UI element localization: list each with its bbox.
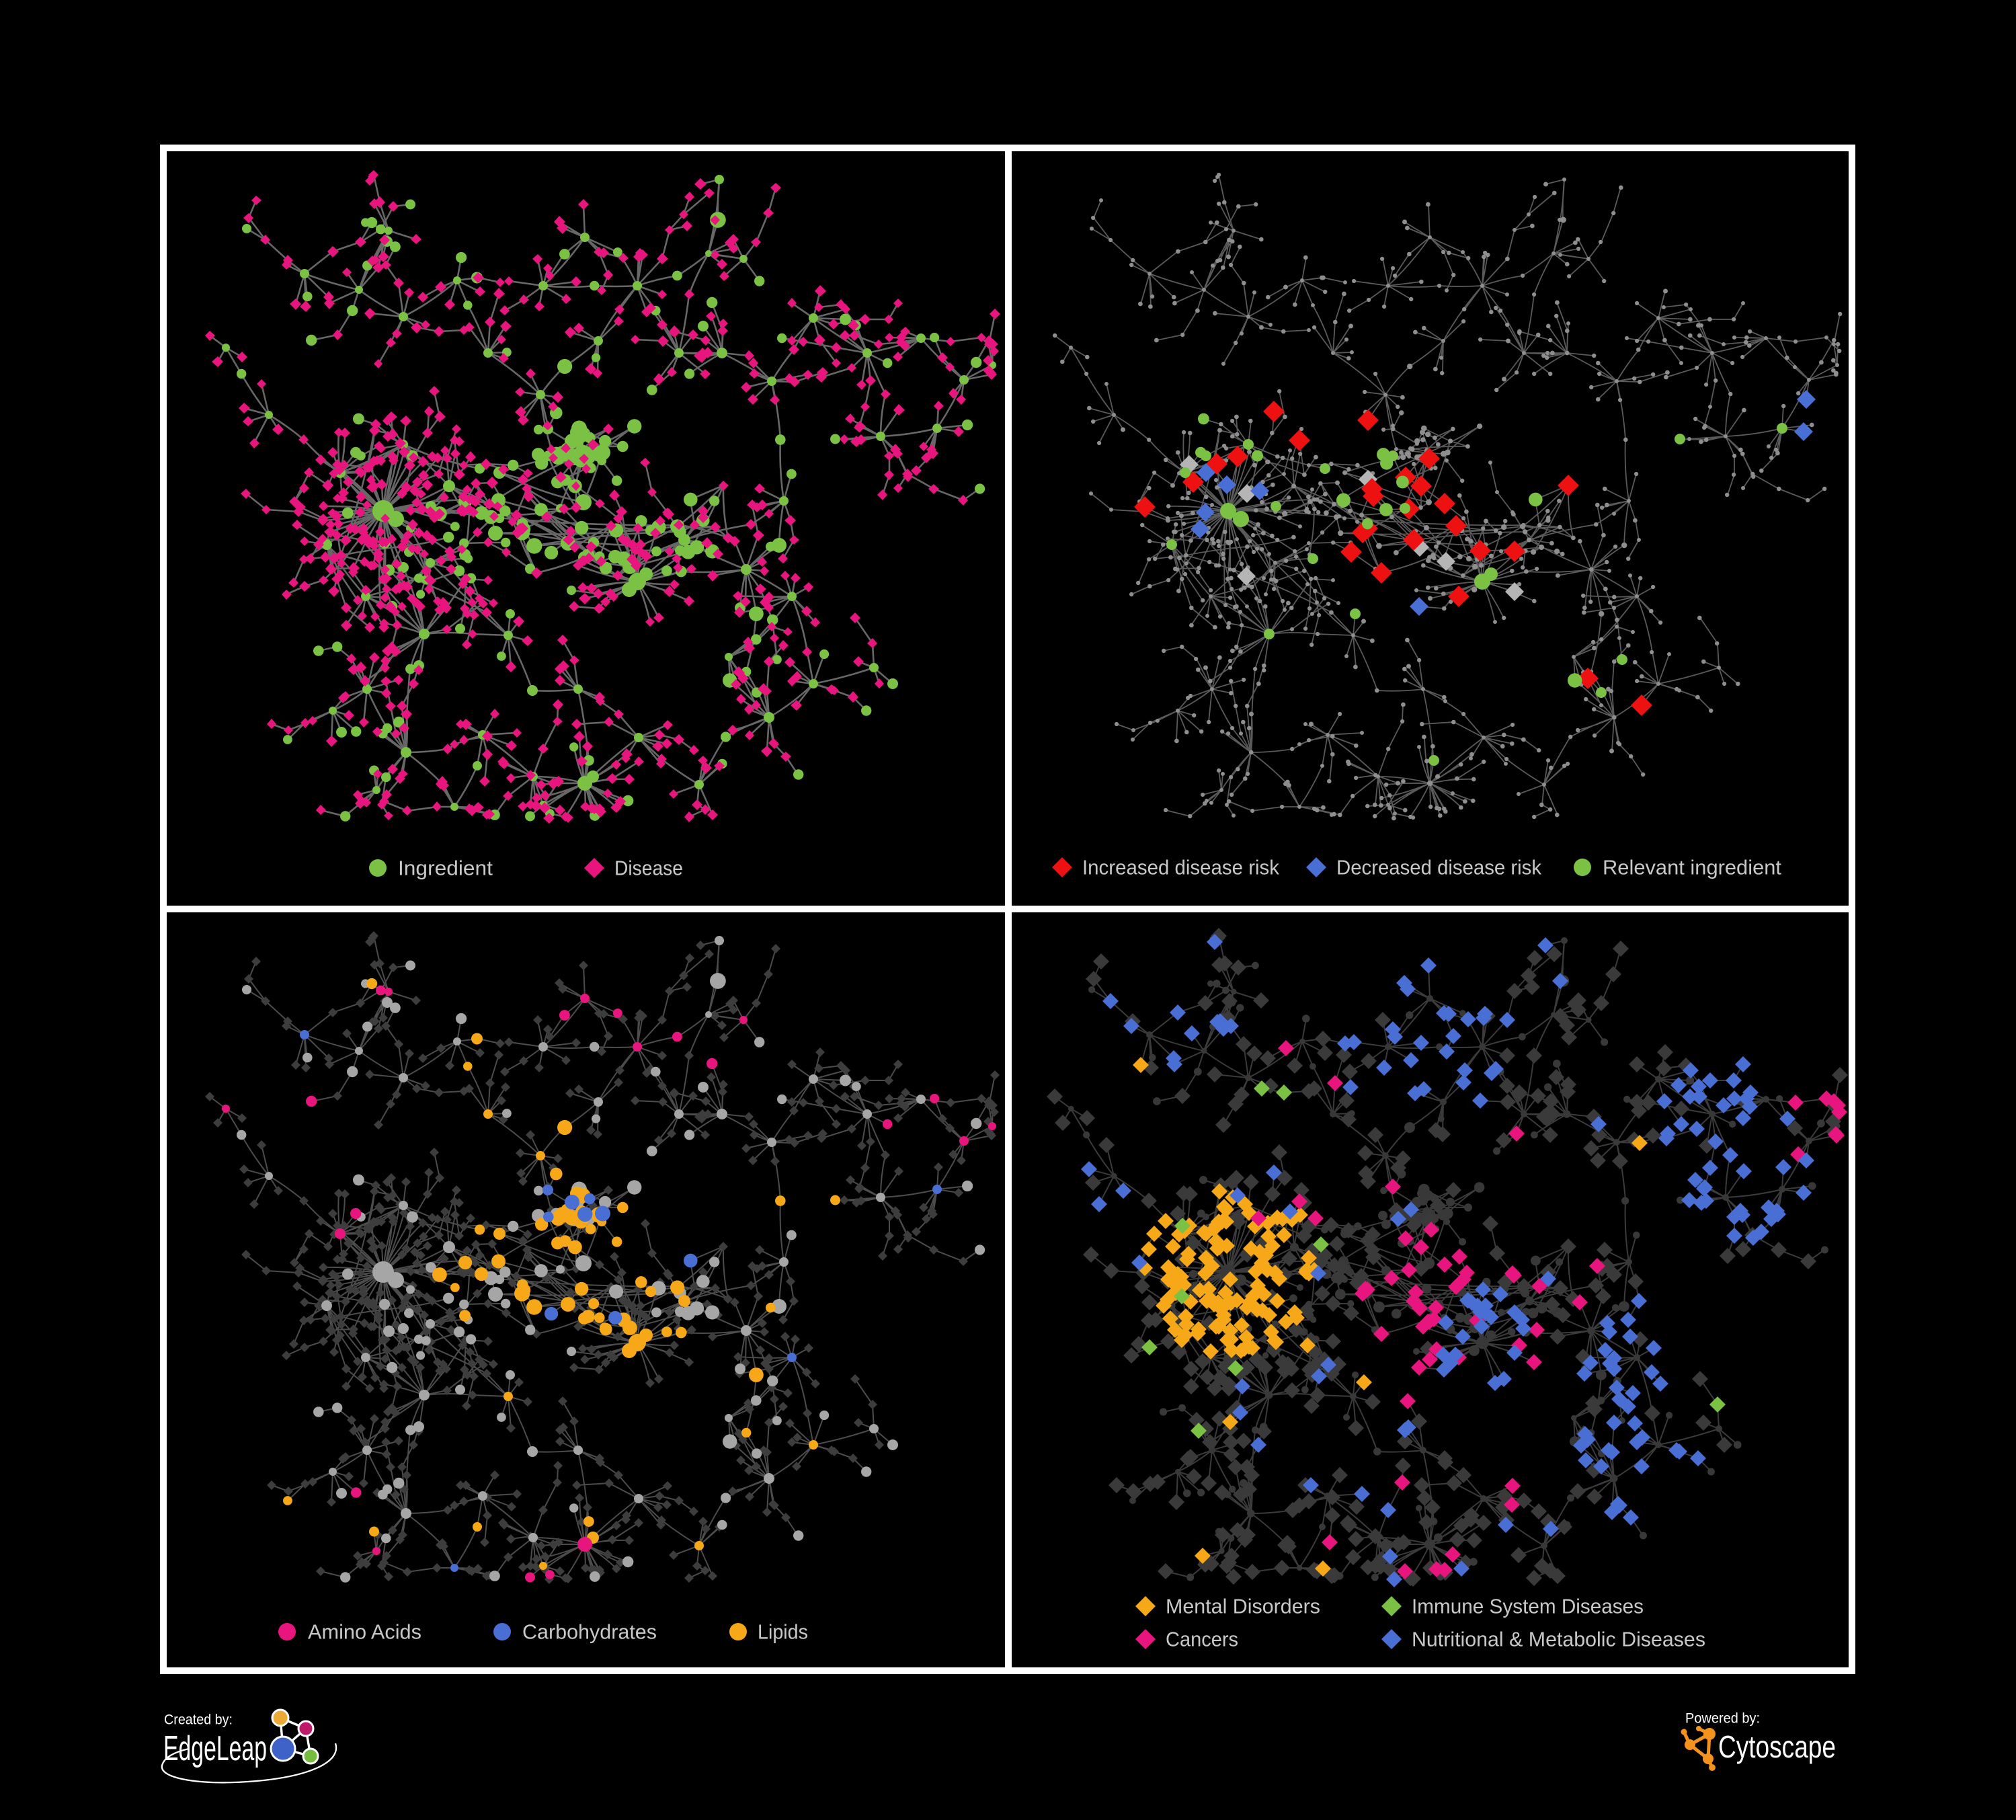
svg-text:Mental Disorders: Mental Disorders	[1166, 1595, 1320, 1618]
svg-text:Ingredient: Ingredient	[398, 857, 493, 880]
svg-text:Increased disease risk: Increased disease risk	[1082, 856, 1279, 879]
svg-text:Cytoscape: Cytoscape	[1718, 1729, 1836, 1764]
svg-text:Disease: Disease	[614, 857, 683, 880]
svg-text:Lipids: Lipids	[758, 1620, 808, 1644]
svg-text:Nutritional & Metabolic Diseas: Nutritional & Metabolic Diseases	[1412, 1628, 1705, 1651]
svg-text:Cancers: Cancers	[1166, 1628, 1238, 1651]
svg-text:Created by:: Created by:	[164, 1712, 233, 1728]
svg-text:Carbohydrates: Carbohydrates	[522, 1620, 657, 1644]
svg-text:Relevant ingredient: Relevant ingredient	[1603, 856, 1781, 879]
svg-text:Decreased disease risk: Decreased disease risk	[1336, 856, 1541, 879]
svg-text:Immune System Diseases: Immune System Diseases	[1412, 1595, 1644, 1618]
svg-text:Powered by:: Powered by:	[1685, 1711, 1760, 1727]
svg-text:Amino Acids: Amino Acids	[308, 1620, 421, 1644]
svg-text:EdgeLeap: EdgeLeap	[163, 1729, 267, 1768]
